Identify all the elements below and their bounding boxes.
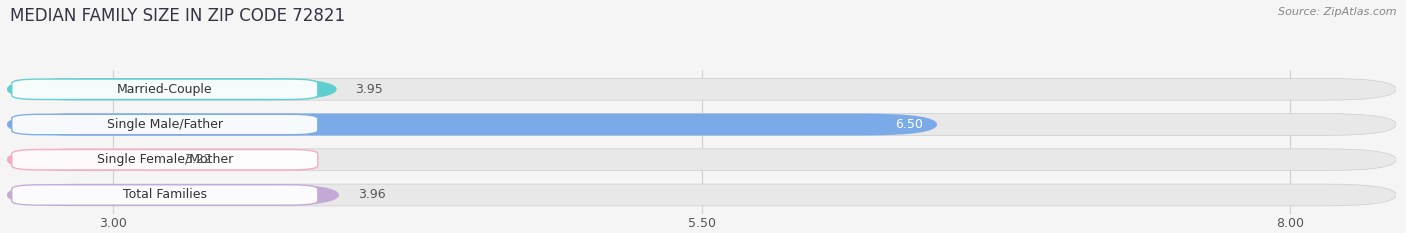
Text: 3.96: 3.96 bbox=[359, 188, 385, 202]
FancyBboxPatch shape bbox=[11, 185, 318, 205]
Text: Single Female/Mother: Single Female/Mother bbox=[97, 153, 233, 166]
Text: Source: ZipAtlas.com: Source: ZipAtlas.com bbox=[1278, 7, 1396, 17]
Text: 6.50: 6.50 bbox=[896, 118, 922, 131]
FancyBboxPatch shape bbox=[7, 184, 339, 206]
FancyBboxPatch shape bbox=[7, 114, 1396, 135]
Text: Single Male/Father: Single Male/Father bbox=[107, 118, 222, 131]
Text: 3.22: 3.22 bbox=[184, 153, 211, 166]
FancyBboxPatch shape bbox=[7, 114, 936, 135]
Text: Married-Couple: Married-Couple bbox=[117, 83, 212, 96]
Text: Total Families: Total Families bbox=[122, 188, 207, 202]
FancyBboxPatch shape bbox=[11, 114, 318, 135]
Text: 3.95: 3.95 bbox=[356, 83, 384, 96]
FancyBboxPatch shape bbox=[7, 149, 165, 171]
Text: MEDIAN FAMILY SIZE IN ZIP CODE 72821: MEDIAN FAMILY SIZE IN ZIP CODE 72821 bbox=[10, 7, 344, 25]
FancyBboxPatch shape bbox=[11, 150, 318, 170]
FancyBboxPatch shape bbox=[7, 149, 1396, 171]
FancyBboxPatch shape bbox=[7, 184, 1396, 206]
FancyBboxPatch shape bbox=[7, 78, 1396, 100]
FancyBboxPatch shape bbox=[11, 79, 318, 99]
FancyBboxPatch shape bbox=[7, 78, 336, 100]
